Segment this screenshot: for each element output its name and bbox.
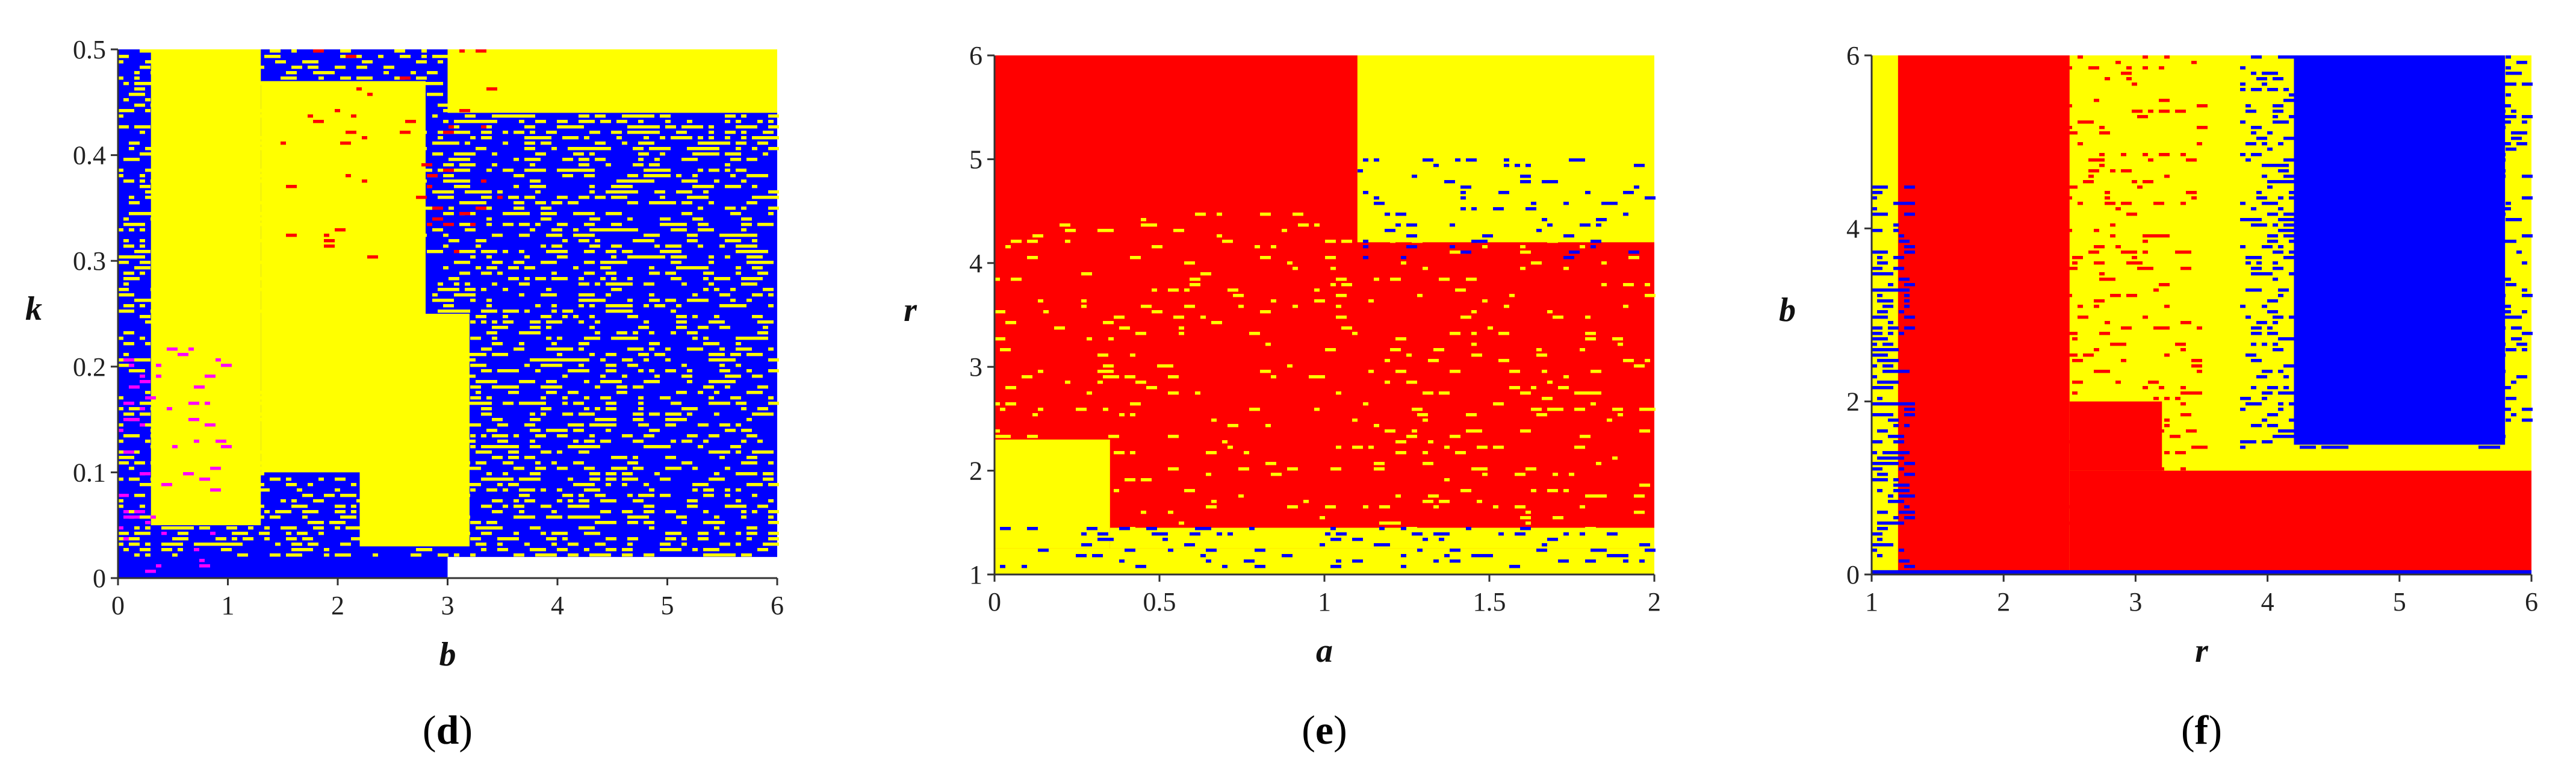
caption-d: (d): [423, 707, 473, 753]
y-tick-label-d: 0.1: [73, 458, 106, 487]
panel-e: 0 0.5 1 1.5 2 1 2 3 4 5 6 a r (e): [904, 41, 1661, 753]
heatmap-area-d: [118, 49, 779, 578]
heatmap-region-e-1: [995, 439, 1110, 549]
heatmap-region-f-2: [2069, 401, 2162, 471]
x-tick-label-d: 3: [441, 591, 455, 620]
x-tick-label-d: 2: [331, 591, 344, 620]
ylabel-e: r: [904, 291, 917, 329]
y-tick-label-e: 4: [969, 249, 982, 278]
y-tick-label-f: 4: [1846, 214, 1860, 243]
y-tick-label-d: 0.3: [73, 246, 106, 276]
y-tick-label-d: 0.2: [73, 352, 106, 382]
heatmap-area-e: [995, 55, 1656, 574]
axes-f: 1 2 3 4 5 6 0 2 4 6: [1846, 41, 2538, 617]
y-tick-label-f: 2: [1846, 387, 1860, 417]
x-tick-label-e: 2: [1648, 587, 1661, 617]
heatmap-speckle-e-blue: [1000, 527, 1656, 568]
ylabel-d: k: [25, 290, 42, 328]
heatmap-region-f-4: [1872, 570, 2531, 574]
y-tick-label-d: 0.4: [73, 141, 106, 170]
axes-e: 0 0.5 1 1.5 2 1 2 3 4 5 6: [969, 41, 1661, 617]
heatmap-region-e-0: [995, 548, 1654, 574]
x-tick-label-d: 1: [222, 591, 235, 620]
heatmap-region-e-3: [1357, 55, 1654, 243]
panel-f: 1 2 3 4 5 6 0 2 4 6 r b (f): [1779, 41, 2538, 753]
y-tick-label-e: 2: [969, 456, 982, 486]
panel-d: 0 1 2 3 4 5 6 0 0.1 0.2 0.3 0.4 0.5 b k (d): [25, 35, 784, 753]
heatmap-region-d-3: [447, 49, 777, 113]
y-tick-label-e: 6: [969, 41, 982, 70]
y-tick-label-e: 1: [969, 560, 982, 590]
x-tick-label-e: 1: [1318, 587, 1331, 617]
x-tick-label-f: 1: [1865, 587, 1878, 617]
x-tick-label-e: 0: [988, 587, 1001, 617]
y-tick-label-d: 0: [93, 564, 106, 593]
y-tick-label-e: 3: [969, 352, 982, 382]
heatmap-region-f-1: [2069, 470, 2531, 574]
x-tick-label-e: 1.5: [1473, 587, 1506, 617]
y-tick-label-f: 6: [1846, 41, 1860, 70]
y-tick-label-f: 0: [1846, 560, 1860, 590]
x-tick-label-d: 6: [771, 591, 784, 620]
x-tick-label-f: 4: [2261, 587, 2274, 617]
x-tick-label-f: 3: [2129, 587, 2142, 617]
x-tick-label-d: 4: [551, 591, 564, 620]
y-tick-label-d: 0.5: [73, 35, 106, 64]
xlabel-e: a: [1316, 632, 1333, 670]
x-tick-label-d: 5: [661, 591, 674, 620]
caption-e: (e): [1302, 707, 1347, 753]
heatmap-speckle-f-blue: [1872, 185, 1915, 568]
x-tick-label-d: 0: [111, 591, 125, 620]
x-tick-label-e: 0.5: [1143, 587, 1176, 617]
xlabel-f: r: [2195, 632, 2209, 670]
y-tick-label-e: 5: [969, 145, 982, 174]
heatmap-region-f-0: [1898, 55, 2070, 574]
xlabel-d: b: [439, 636, 456, 673]
x-tick-label-f: 5: [2393, 587, 2406, 617]
x-tick-label-f: 2: [1997, 587, 2010, 617]
heatmap-area-f: [1872, 55, 2533, 574]
heatmap-speckle-f-blue: [2240, 55, 2533, 449]
x-tick-label-f: 6: [2525, 587, 2538, 617]
heatmap-region-d-0: [151, 49, 261, 526]
heatmap-speckle-d-yellow: [118, 49, 779, 557]
heatmap-blank-d-0: [447, 556, 777, 578]
axes-d: 0 1 2 3 4 5 6 0 0.1 0.2 0.3 0.4 0.5: [73, 35, 784, 620]
caption-f: (f): [2181, 707, 2222, 753]
heatmap-region-f-3: [2294, 55, 2506, 445]
ylabel-f: b: [1779, 291, 1796, 329]
